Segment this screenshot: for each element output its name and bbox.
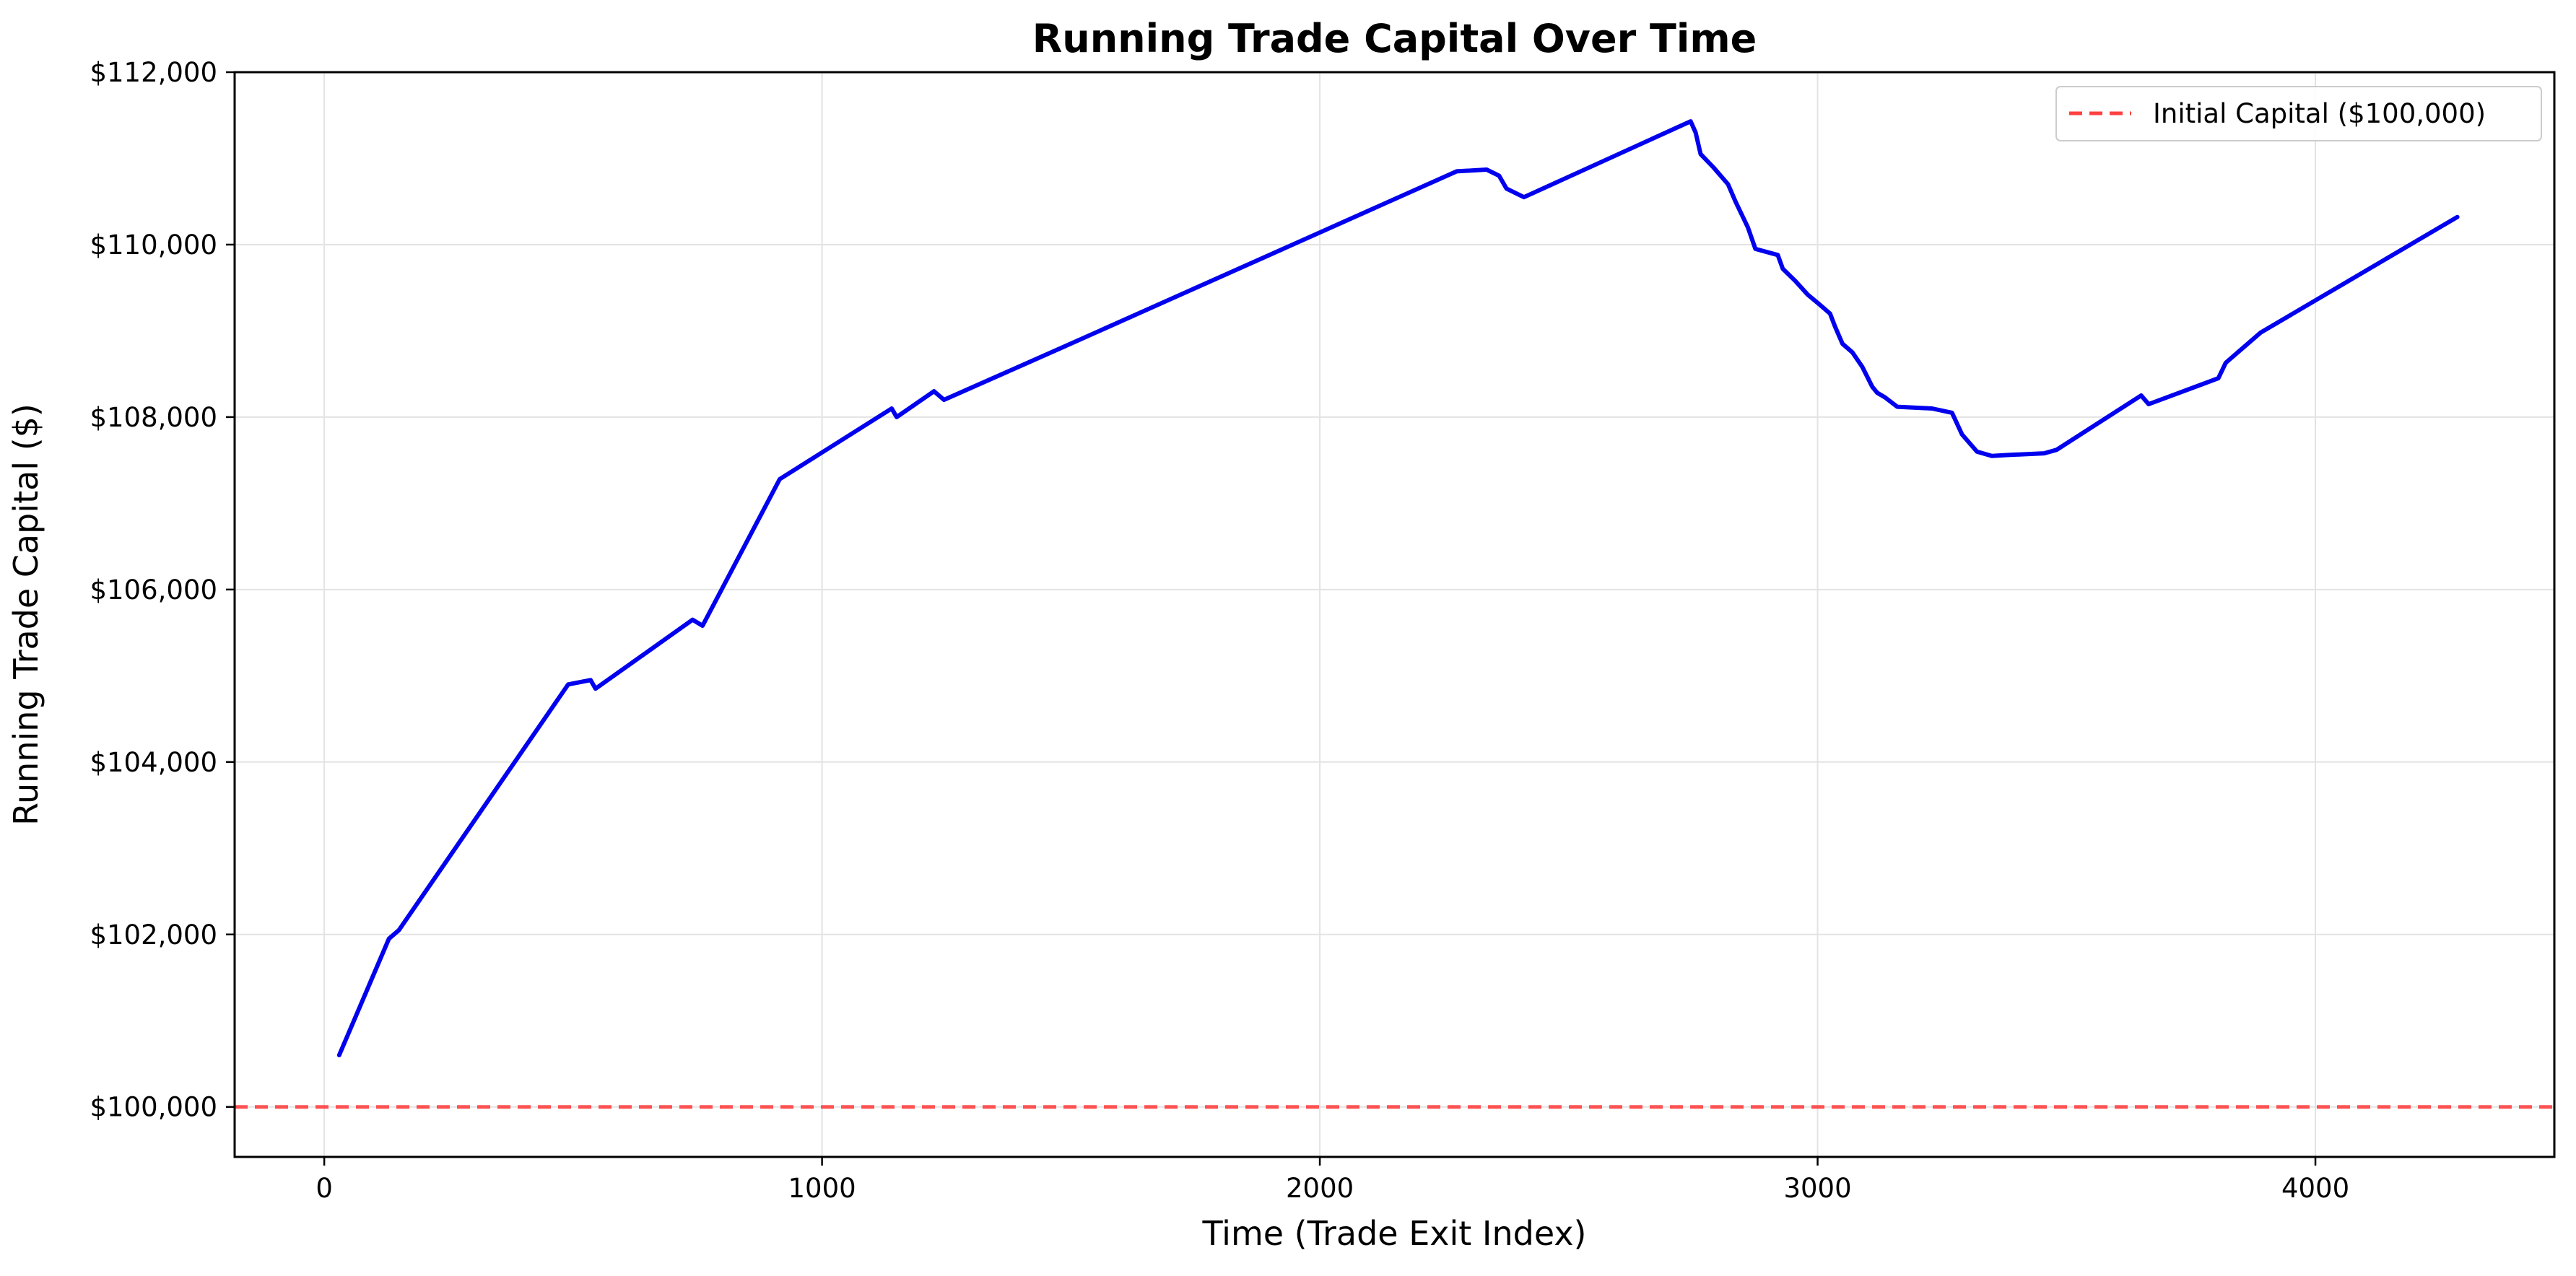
chart-title: Running Trade Capital Over Time <box>1032 16 1757 61</box>
plot-area-frame <box>233 71 2556 1158</box>
x-tick-label: 4000 <box>2281 1173 2349 1204</box>
x-tick-label: 3000 <box>1783 1173 1851 1204</box>
y-axis-ticks: $100,000 $102,000 $104,000 $106,000 $108,000… <box>90 57 235 1123</box>
legend-entry-initial-capital: Initial Capital ($100,000) <box>2153 98 2486 129</box>
series-layer <box>336 119 2460 1057</box>
y-tick-label: $106,000 <box>90 574 217 606</box>
y-tick-label: $110,000 <box>90 230 217 261</box>
x-tick-label: 2000 <box>1286 1173 1354 1204</box>
y-tick-label: $112,000 <box>90 57 217 88</box>
y-tick-label: $104,000 <box>90 747 217 778</box>
capital-series-line <box>336 119 2460 1057</box>
y-tick-label: $108,000 <box>90 402 217 433</box>
x-axis-ticks: 0 1000 2000 3000 4000 <box>316 1157 2349 1204</box>
y-tick-label: $100,000 <box>90 1092 217 1123</box>
y-tick-label: $102,000 <box>90 919 217 951</box>
legend-box <box>2055 86 2542 141</box>
x-axis-label: Time (Trade Exit Index) <box>1201 1214 1586 1253</box>
legend: Initial Capital ($100,000) <box>2055 86 2542 141</box>
x-tick-label: 0 <box>316 1173 333 1204</box>
y-axis-label: Running Trade Capital ($) <box>6 403 45 826</box>
x-tick-label: 1000 <box>788 1173 856 1204</box>
